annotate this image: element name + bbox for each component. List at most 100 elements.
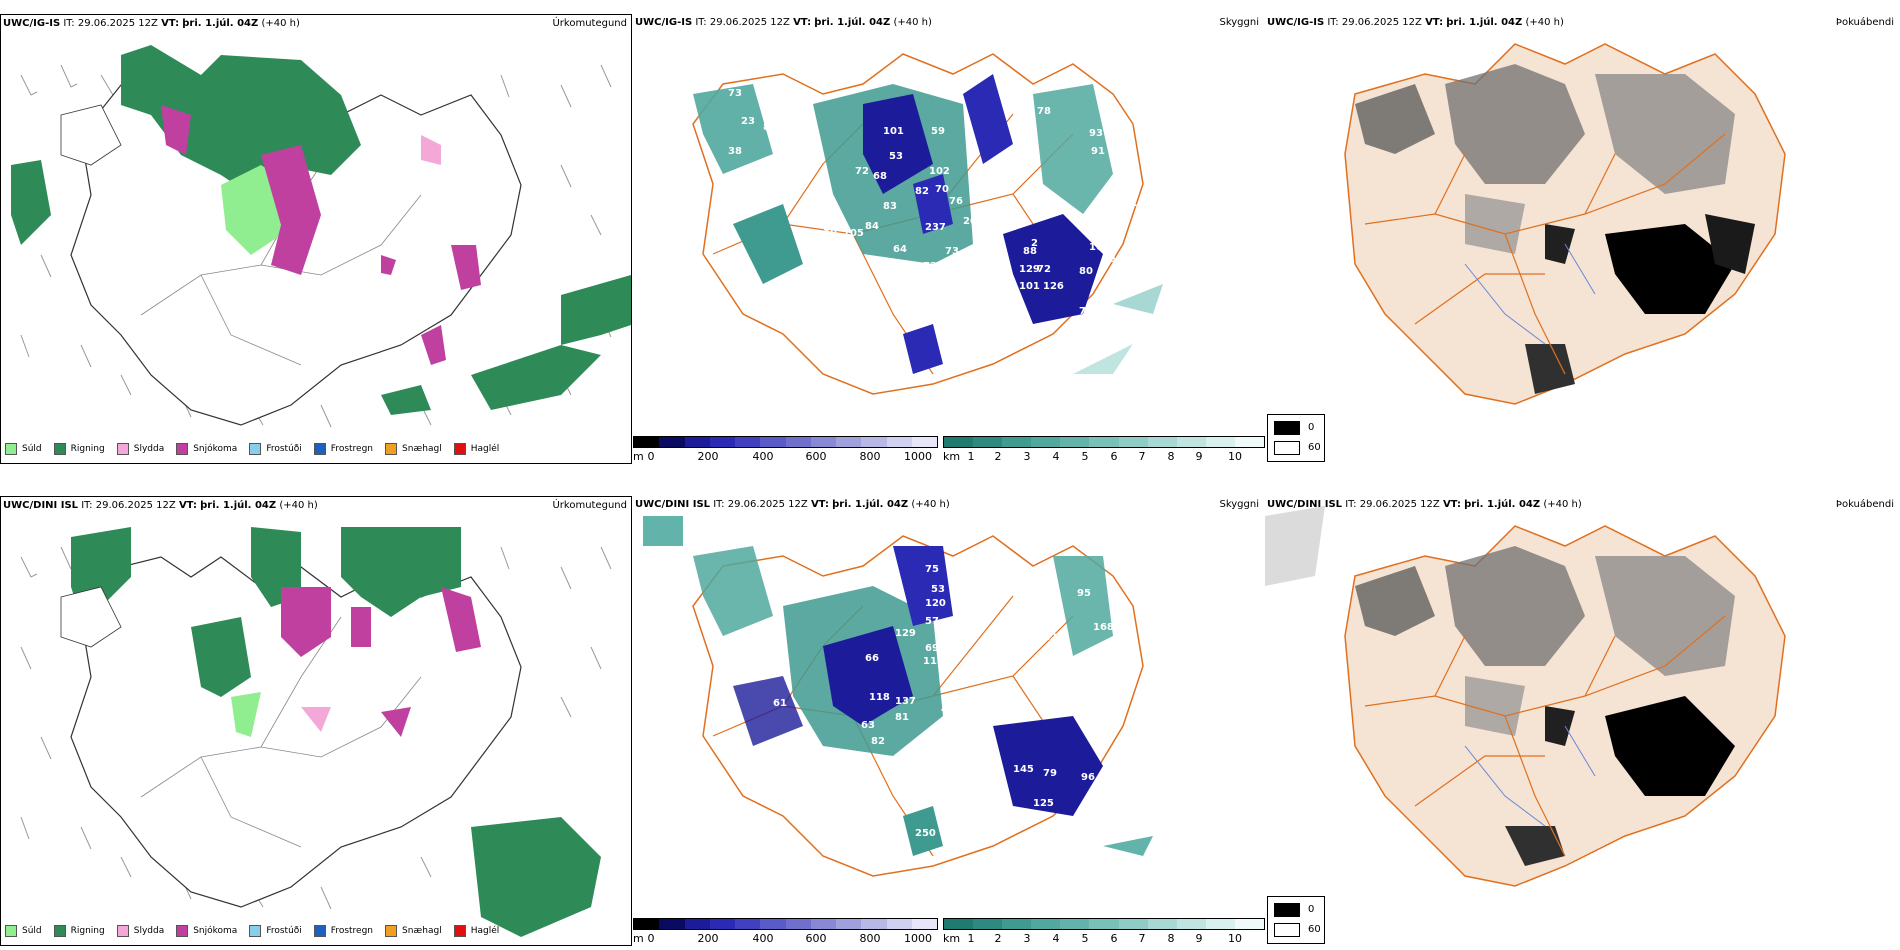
colorbar-segment — [1060, 919, 1090, 929]
colorbar-tick: 400 — [752, 932, 774, 945]
legend-item: Frostregn — [313, 925, 373, 937]
cloud-label: 101 — [883, 126, 904, 137]
colorbar-segment — [760, 919, 786, 929]
cloud-label: 79 — [1043, 768, 1057, 779]
cloud-label: 124 — [1043, 632, 1064, 643]
legend-item: Haglél — [453, 443, 499, 455]
cloud-label: 92 — [1047, 688, 1061, 699]
colorbar-segment — [684, 437, 710, 447]
colorbar-tick: 5 — [1081, 450, 1089, 463]
cloud-label: 93 — [1089, 128, 1103, 139]
colorbar-tick: 3 — [1023, 932, 1031, 945]
colorbar-segment — [1089, 919, 1119, 929]
colorbar-segment — [1089, 437, 1119, 447]
colorbar-segment — [684, 919, 710, 929]
fog-map-row2 — [1265, 506, 1786, 887]
cloud-label: 57 — [925, 616, 939, 627]
fog-legend-row1: 0 60 — [1267, 414, 1325, 462]
colorbar-segment — [735, 437, 761, 447]
colorbar-segment — [1147, 919, 1177, 929]
colorbar-segment — [659, 919, 685, 929]
colorbar-segment — [973, 919, 1003, 929]
cloud-labels-row2: 75 53 55 120 57 129 69 110 65 66 118 137… — [773, 564, 1123, 839]
colorbar-tick: 8 — [1167, 450, 1175, 463]
cloud-label: 102 — [929, 166, 950, 177]
cloud-label: 82 — [871, 736, 885, 747]
fog-map-row1 — [1344, 43, 1786, 405]
cloud-label: 89 — [799, 298, 813, 309]
cloud-label: 206 — [963, 216, 984, 227]
cloud-label: 86 — [1109, 714, 1123, 725]
cloud-label: 347 — [911, 296, 932, 307]
colorbar-segment — [861, 437, 887, 447]
legend-item: Frostúði — [249, 443, 302, 455]
colorbar-segment — [861, 919, 887, 929]
cloud-label: 80 — [1079, 266, 1093, 277]
colorbar-tick: 0 — [647, 450, 655, 463]
cloud-label: 129 — [895, 628, 916, 639]
legend-item: Snjókoma — [176, 443, 237, 455]
cloud-label: 110 — [923, 656, 944, 667]
panel-title: Þokuábendi — [1835, 499, 1894, 510]
cloud-base-colorbar-row2: m 0 200 400 600 800 1000 — [633, 918, 938, 945]
panel-header: UWC/DINI ISL IT: 29.06.2025 12Z VT: þri.… — [1267, 499, 1582, 510]
colorbar-segment — [709, 437, 735, 447]
colorbar-segment — [886, 919, 912, 929]
colorbar-tick: 600 — [805, 450, 827, 463]
colorbar-tick: 800 — [859, 450, 881, 463]
colorbar-segment — [1147, 437, 1177, 447]
legend-item: Frostregn — [313, 443, 373, 455]
precip-panel-row1: UWC/IG-IS IT: 29.06.2025 12Z VT: þri. 1.… — [0, 14, 632, 464]
colorbar-segment — [1118, 437, 1148, 447]
visibility-colorbar-row2: km 1 2 3 4 5 6 7 8 9 10 — [943, 918, 1265, 945]
cloud-label: 70 — [935, 184, 949, 195]
cloud-label: 407 — [941, 704, 962, 715]
cloud-label: 100 — [943, 720, 964, 731]
cloud-label: 106 — [1023, 580, 1044, 591]
colorbar-unit: km — [943, 450, 961, 463]
fog-legend-row2: 0 60 — [1267, 896, 1325, 944]
colorbar-segment — [659, 437, 685, 447]
colorbar-tick: 200 — [697, 450, 719, 463]
panel-title: Úrkomutegund — [552, 500, 627, 511]
colorbar-tick: 10 — [1228, 450, 1242, 463]
cloud-label: 59 — [931, 126, 945, 137]
colorbar-tick: 7 — [1138, 450, 1146, 463]
cloud-label: 126 — [1043, 281, 1064, 292]
cloud-label: 72 — [855, 166, 869, 177]
colorbar-tick: 400 — [752, 450, 774, 463]
cloud-label: 75 — [973, 588, 987, 599]
cloud-label: 154 — [1113, 196, 1134, 207]
colorbar-tick: 4 — [1052, 450, 1060, 463]
colorbar-segment — [760, 437, 786, 447]
cloud-label: 84 — [865, 221, 879, 232]
colorbar-tick: 9 — [1195, 932, 1203, 945]
cloud-label: 64 — [893, 244, 907, 255]
cloud-label: 87 — [763, 122, 777, 133]
colorbar-segment — [1205, 437, 1235, 447]
cloud-label: 101 — [1019, 281, 1040, 292]
colorbar-segment — [1002, 919, 1032, 929]
cloud-label: 38 — [728, 146, 742, 157]
colorbar-tick: 1 — [967, 932, 975, 945]
cloud-label: 137 — [895, 696, 916, 707]
cloud-map-row2: 75 53 55 120 57 129 69 110 65 66 118 137… — [643, 516, 1153, 877]
cloud-label: 101 — [1131, 198, 1152, 209]
cloud-label: 83 — [883, 201, 897, 212]
cloud-label: 53 — [931, 584, 945, 595]
colorbar-segment — [973, 437, 1003, 447]
precip-panel-row2: UWC/DINI ISL IT: 29.06.2025 12Z VT: þri.… — [0, 496, 632, 946]
cloud-label: 75 — [925, 564, 939, 575]
legend-item: Súld — [5, 925, 42, 937]
cloud-panel-row2: 75 53 55 120 57 129 69 110 65 66 118 137… — [633, 496, 1265, 946]
panel-header: UWC/IG-IS IT: 29.06.2025 12Z VT: þri. 1.… — [1267, 17, 1564, 28]
cloud-label: 81 — [895, 712, 909, 723]
cloud-label: 73 — [945, 246, 959, 257]
colorbar-segment — [1205, 919, 1235, 929]
cloud-label: 120 — [925, 598, 946, 609]
colorbar-segment — [911, 437, 937, 447]
colorbar-segment — [785, 437, 811, 447]
colorbar-tick: 800 — [859, 932, 881, 945]
colorbar-segment — [1176, 919, 1206, 929]
colorbar-segment — [810, 919, 836, 929]
